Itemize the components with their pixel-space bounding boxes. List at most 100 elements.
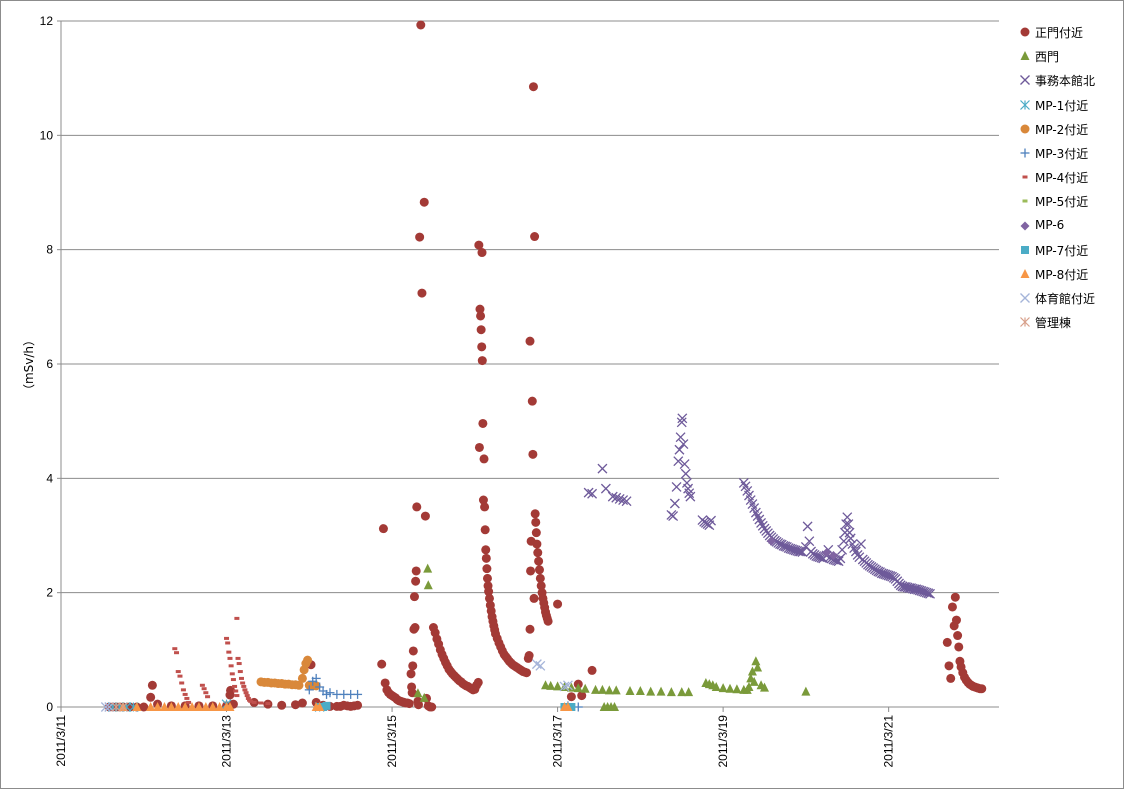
data-point bbox=[546, 680, 556, 690]
series-3 bbox=[583, 413, 935, 599]
series-7 bbox=[172, 616, 271, 706]
data-point bbox=[322, 701, 331, 710]
data-point bbox=[404, 699, 414, 709]
data-point bbox=[738, 477, 749, 488]
data-point bbox=[527, 396, 537, 406]
data-point bbox=[635, 685, 645, 695]
legend-item: MP-1付近 bbox=[1019, 94, 1119, 118]
plot-svg: 0 2 4 6 8 10 12 2011/3/11 2011/3/13 2011/3/15 2011… bbox=[22, 14, 999, 768]
data-point bbox=[804, 536, 815, 547]
x-tick-label: 2011/3/15 bbox=[385, 715, 399, 768]
data-point bbox=[744, 681, 754, 691]
data-point bbox=[229, 672, 235, 676]
data-point bbox=[173, 702, 183, 711]
data-point bbox=[677, 687, 687, 697]
data-point bbox=[753, 662, 763, 672]
data-point bbox=[473, 677, 483, 687]
data-point bbox=[203, 691, 209, 695]
data-point bbox=[412, 502, 422, 512]
data-point bbox=[226, 685, 236, 695]
legend-marker bbox=[1021, 245, 1029, 254]
data-point bbox=[611, 685, 621, 695]
data-point bbox=[747, 666, 757, 676]
data-point bbox=[562, 680, 573, 691]
y-tick-label: 12 bbox=[40, 14, 54, 28]
x-tick-label: 2011/3/19 bbox=[716, 715, 730, 768]
data-point bbox=[614, 493, 625, 504]
data-point bbox=[559, 681, 570, 692]
legend-label: MP-2付近 bbox=[1035, 122, 1089, 137]
data-point bbox=[477, 356, 487, 366]
data-point bbox=[673, 456, 684, 467]
data-point bbox=[227, 656, 233, 660]
data-point bbox=[528, 82, 538, 92]
data-point bbox=[802, 521, 813, 532]
data-point bbox=[530, 509, 540, 519]
data-point bbox=[706, 515, 717, 526]
data-point bbox=[186, 700, 192, 704]
data-point bbox=[646, 686, 656, 696]
legend-label: MP-8付近 bbox=[1035, 267, 1089, 282]
legend-item: 体育館付近 bbox=[1019, 287, 1119, 311]
data-point bbox=[577, 691, 587, 701]
data-point bbox=[732, 684, 742, 694]
legend-marker-shape bbox=[1020, 27, 1030, 37]
legend-marker-shape bbox=[1020, 124, 1030, 134]
x-tick-label: 2011/3/13 bbox=[220, 715, 234, 768]
data-point bbox=[315, 702, 325, 711]
data-point bbox=[838, 536, 849, 547]
data-point bbox=[408, 661, 418, 671]
data-point bbox=[843, 519, 854, 530]
data-point bbox=[525, 336, 535, 346]
data-point bbox=[353, 689, 363, 699]
data-point bbox=[951, 615, 961, 625]
x-tick-label: 2011/3/11 bbox=[54, 715, 68, 767]
data-point bbox=[600, 483, 611, 494]
series-9 bbox=[766, 536, 838, 561]
data-point bbox=[597, 463, 608, 474]
gridlines bbox=[61, 20, 999, 594]
data-point bbox=[416, 20, 426, 30]
data-point bbox=[587, 488, 598, 499]
data-point bbox=[833, 556, 844, 567]
data-point bbox=[474, 442, 484, 452]
legend-marker-shape bbox=[1022, 199, 1028, 203]
data-point bbox=[419, 692, 429, 702]
data-point bbox=[236, 662, 242, 666]
data-point bbox=[977, 684, 987, 694]
legend-marker-shape bbox=[1020, 293, 1030, 304]
data-point bbox=[474, 240, 484, 250]
data-point bbox=[480, 502, 490, 512]
legend-label: MP-4付近 bbox=[1035, 171, 1089, 186]
legend-label: 正門付近 bbox=[1035, 26, 1084, 40]
data-point bbox=[481, 553, 491, 563]
data-point bbox=[419, 197, 429, 207]
data-point bbox=[139, 702, 149, 712]
legend-marker-shape bbox=[1020, 75, 1030, 86]
data-point bbox=[845, 533, 856, 544]
data-point bbox=[718, 683, 728, 693]
legend-marker bbox=[1020, 317, 1030, 328]
data-point bbox=[248, 699, 254, 703]
data-point bbox=[311, 673, 321, 683]
data-point bbox=[625, 685, 635, 695]
legend-marker bbox=[1020, 51, 1030, 61]
legend-item: MP-4付近 bbox=[1019, 166, 1119, 190]
y-tick-label: 10 bbox=[40, 128, 54, 142]
legend: 正門付近 西門 事務本館北 MP-1付近 MP-2付近 MP-3付近 MP-4付近 MP-5付… bbox=[1019, 21, 1119, 335]
y-tick-label: 0 bbox=[46, 700, 53, 714]
legend-marker-shape bbox=[1020, 221, 1030, 230]
legend-label: MP-6 bbox=[1035, 217, 1065, 232]
data-point bbox=[304, 685, 314, 695]
data-point bbox=[205, 695, 211, 699]
data-point bbox=[481, 545, 491, 555]
data-point bbox=[251, 700, 257, 704]
legend-item: 管理棟 bbox=[1019, 311, 1119, 335]
data-point bbox=[180, 702, 190, 711]
data-point bbox=[179, 681, 185, 685]
data-point bbox=[684, 687, 694, 697]
legend-item: 事務本館北 bbox=[1019, 69, 1119, 93]
data-point bbox=[711, 681, 721, 691]
data-point bbox=[522, 668, 532, 678]
